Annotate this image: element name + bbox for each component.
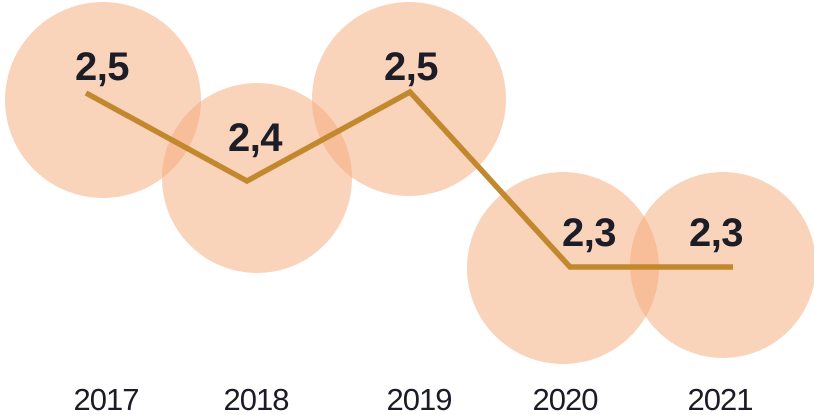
x-tick-2020: 2020 bbox=[532, 382, 599, 415]
x-tick-2019: 2019 bbox=[386, 382, 453, 415]
bubble-2020 bbox=[467, 172, 659, 364]
x-tick-2021: 2021 bbox=[687, 382, 754, 415]
value-label-2021: 2,3 bbox=[688, 211, 744, 255]
value-label-2017: 2,5 bbox=[74, 45, 130, 89]
value-label-2018: 2,4 bbox=[227, 116, 283, 160]
value-label-2020: 2,3 bbox=[561, 211, 617, 255]
x-tick-2017: 2017 bbox=[73, 382, 140, 415]
trend-line bbox=[84, 88, 733, 270]
value-label-2019: 2,5 bbox=[383, 45, 439, 89]
x-tick-2018: 2018 bbox=[223, 382, 290, 415]
